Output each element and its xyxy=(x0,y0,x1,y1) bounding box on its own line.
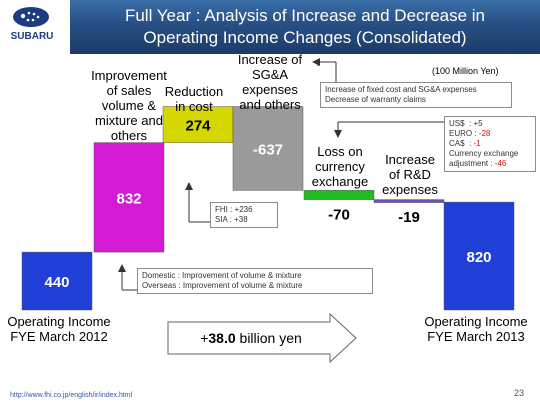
bar-rd xyxy=(373,199,445,203)
label-sales-line: Improvement xyxy=(91,68,167,83)
summary-prefix: + xyxy=(200,330,209,346)
note-sales: Domestic : Improvement of volume & mixtu… xyxy=(137,268,373,294)
bar-start-value: 440 xyxy=(44,274,69,291)
label-sga: Increase of SG&A expenses and others xyxy=(228,52,312,112)
label-sga-line: Increase of xyxy=(237,52,303,67)
arrow-down-icon xyxy=(334,130,342,138)
summary-change: +38.0 billion yen xyxy=(176,330,326,346)
page-title: Full Year : Analysis of Increase and Dec… xyxy=(70,0,540,54)
note-fx-value: -28 xyxy=(478,129,491,138)
logo: SUBARU xyxy=(0,0,70,54)
summary-amount: 38.0 xyxy=(208,330,236,346)
label-sales-line: of sales xyxy=(106,83,152,98)
summary-suffix: billion yen xyxy=(235,330,302,346)
note-fx-label: CA$ : xyxy=(449,139,474,148)
note-fx-line: CA$ : -1 xyxy=(449,139,531,149)
note-fx-line: EURO : -28 xyxy=(449,129,531,139)
bar-rd-value: -19 xyxy=(398,209,420,226)
label-fx-line: currency xyxy=(315,159,365,174)
label-end-line: Operating Income xyxy=(424,314,528,329)
brand-name: SUBARU xyxy=(10,31,54,42)
bar-sales xyxy=(93,142,165,253)
label-fx-line: exchange xyxy=(311,174,369,189)
label-start-line: Operating Income xyxy=(7,314,111,329)
label-sales-line: others xyxy=(110,128,148,143)
arrow-up-icon xyxy=(118,264,126,272)
note-sga: Increase of fixed cost and SG&A expenses… xyxy=(320,82,512,108)
note-fx-label: adjustment : xyxy=(449,159,495,168)
label-fx-line: Loss on xyxy=(317,144,363,159)
arrow-up-icon xyxy=(185,182,193,190)
note-cost-line: SIA : +38 xyxy=(215,215,248,224)
note-fx-label: EURO : xyxy=(449,129,479,138)
arrow-left-icon xyxy=(312,58,320,66)
bar-start xyxy=(21,251,93,311)
note-fx-value: -1 xyxy=(473,139,481,148)
note-sga-line: Increase of fixed cost and SG&A expenses xyxy=(325,85,477,94)
summary-arrow-icon xyxy=(167,312,357,364)
subaru-logo-icon xyxy=(13,7,49,27)
page-title-line-2: Operating Income Changes (Consolidated) xyxy=(143,28,467,47)
label-sga-line: expenses xyxy=(242,82,298,97)
label-end: Operating Income FYE March 2013 xyxy=(420,314,532,344)
bar-end-value: 820 xyxy=(466,249,491,266)
note-cost: FHI : +236 SIA : +38 xyxy=(210,202,278,228)
note-cost-line: FHI : +236 xyxy=(215,205,253,214)
note-sales-line: Domestic : Improvement of volume & mixtu… xyxy=(142,271,302,280)
bar-cost-value: 274 xyxy=(185,118,211,135)
note-fx-line: adjustment : -46 xyxy=(449,159,531,169)
bar-sga xyxy=(232,106,304,191)
label-sales-line: volume & xyxy=(101,98,157,113)
label-cost: Reduction in cost xyxy=(162,84,226,114)
label-end-line: FYE March 2013 xyxy=(427,329,525,344)
label-fx: Loss on currency exchange xyxy=(300,144,380,189)
label-sga-line: and others xyxy=(239,97,301,112)
label-cost-line: in cost xyxy=(175,99,213,114)
bar-sales-value: 832 xyxy=(116,190,141,207)
label-rd-line: expenses xyxy=(382,182,438,197)
note-fx-value: -46 xyxy=(494,159,507,168)
label-start-line: FYE March 2012 xyxy=(10,329,108,344)
bar-fx-value: -70 xyxy=(328,207,350,224)
bar-sga-value: -637 xyxy=(253,141,283,158)
label-rd: Increase of R&D expenses xyxy=(374,152,446,197)
label-start: Operating Income FYE March 2012 xyxy=(4,314,114,344)
label-sales-line: mixture and xyxy=(95,113,163,128)
note-sga-line: Decrease of warranty claims xyxy=(325,95,426,104)
note-sales-line: Overseas : Improvement of volume & mixtu… xyxy=(142,281,303,290)
note-fx-line: US$ : +5 xyxy=(449,119,483,128)
page-title-line-1: Full Year : Analysis of Increase and Dec… xyxy=(124,6,486,25)
label-rd-line: of R&D xyxy=(389,167,431,182)
footer-url[interactable]: http://www.fhi.co.jp/english/ir/index.ht… xyxy=(10,392,133,399)
label-cost-line: Reduction xyxy=(164,84,224,99)
page-number: 23 xyxy=(513,388,524,398)
bar-end xyxy=(443,201,515,311)
label-sales: Improvement of sales volume & mixture an… xyxy=(84,68,174,143)
label-rd-line: Increase xyxy=(385,152,435,167)
note-fx: US$ : +5 EURO : -28 CA$ : -1 Currency ex… xyxy=(444,116,536,172)
bar-fx xyxy=(303,190,375,200)
note-fx-line: Currency exchange xyxy=(449,149,519,158)
bar-cost xyxy=(162,106,234,143)
label-sga-line: SG&A xyxy=(251,67,289,82)
unit-label: (100 Million Yen) xyxy=(432,66,499,76)
